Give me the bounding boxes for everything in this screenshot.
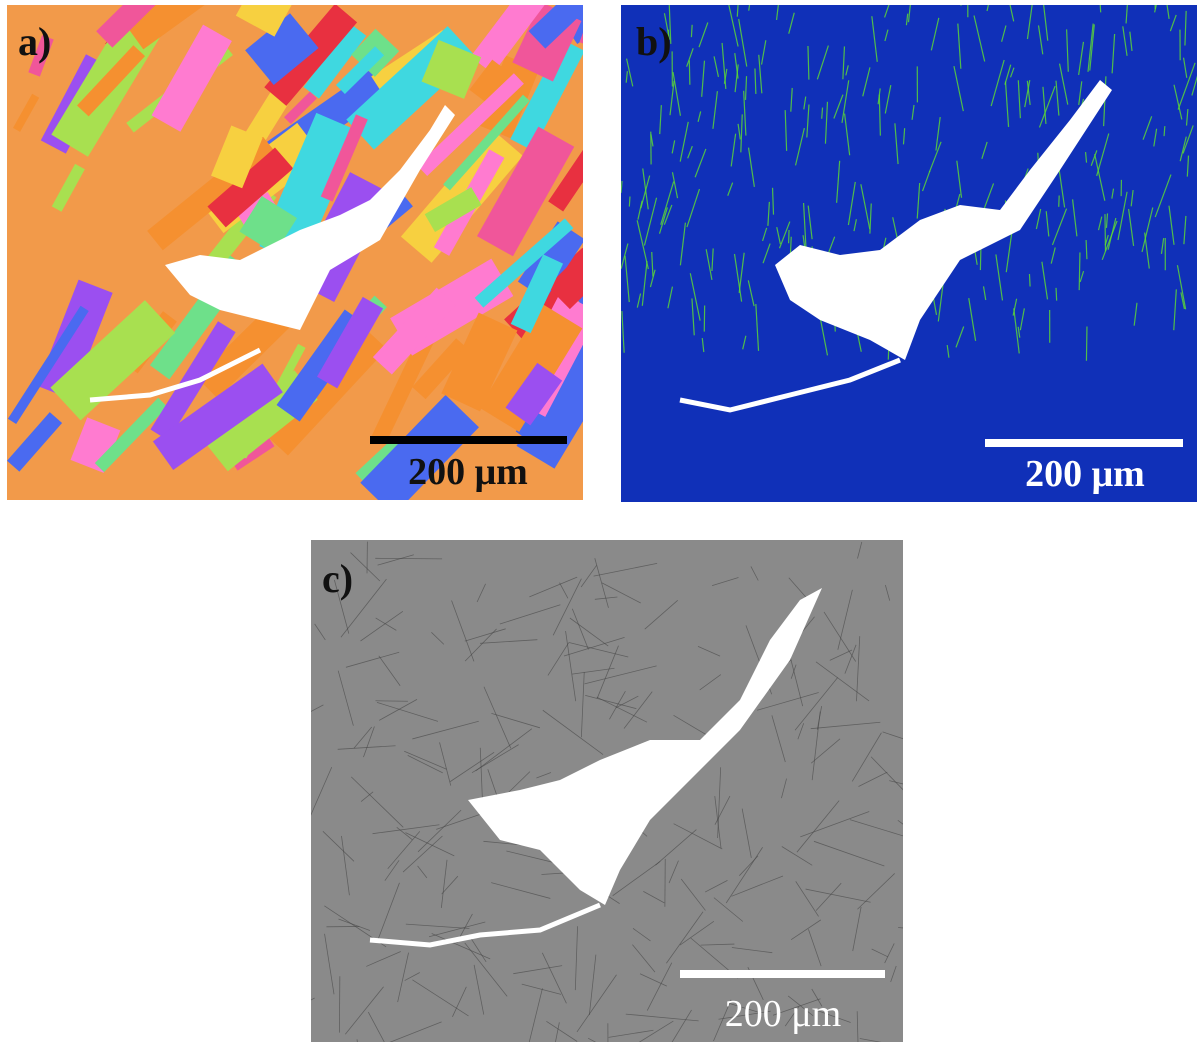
texture [822, 108, 823, 119]
texture [1086, 240, 1087, 259]
panel-label: a) [18, 19, 51, 64]
page: {"panels": [ {"label": "a)", "scale_bar"… [0, 0, 1198, 1044]
texture [1056, 288, 1057, 301]
texture [1105, 214, 1106, 251]
texture [898, 928, 947, 932]
scale-bar [370, 436, 567, 444]
texture [288, 998, 315, 1012]
texture [1029, 274, 1030, 286]
texture [579, 0, 626, 49]
panel-label: c) [322, 556, 353, 601]
scale-bar [985, 439, 1183, 447]
texture [375, 558, 442, 559]
scale-bar-label: 200 μm [725, 993, 841, 1035]
texture [898, 820, 936, 847]
scale-bar [680, 970, 885, 978]
texture [1086, 326, 1087, 360]
texture [629, 197, 630, 207]
scale-bar-label: 200 μm [1025, 453, 1145, 495]
texture [961, 0, 964, 6]
texture [689, 60, 690, 84]
figure: a) b) c) 200 μm 200 μm 200 μm [0, 0, 1198, 1044]
texture [1164, 126, 1165, 136]
texture [1079, 252, 1080, 290]
scale-bar-label: 200 μm [408, 451, 528, 493]
panel-label: b) [636, 19, 672, 64]
texture [691, 25, 692, 37]
